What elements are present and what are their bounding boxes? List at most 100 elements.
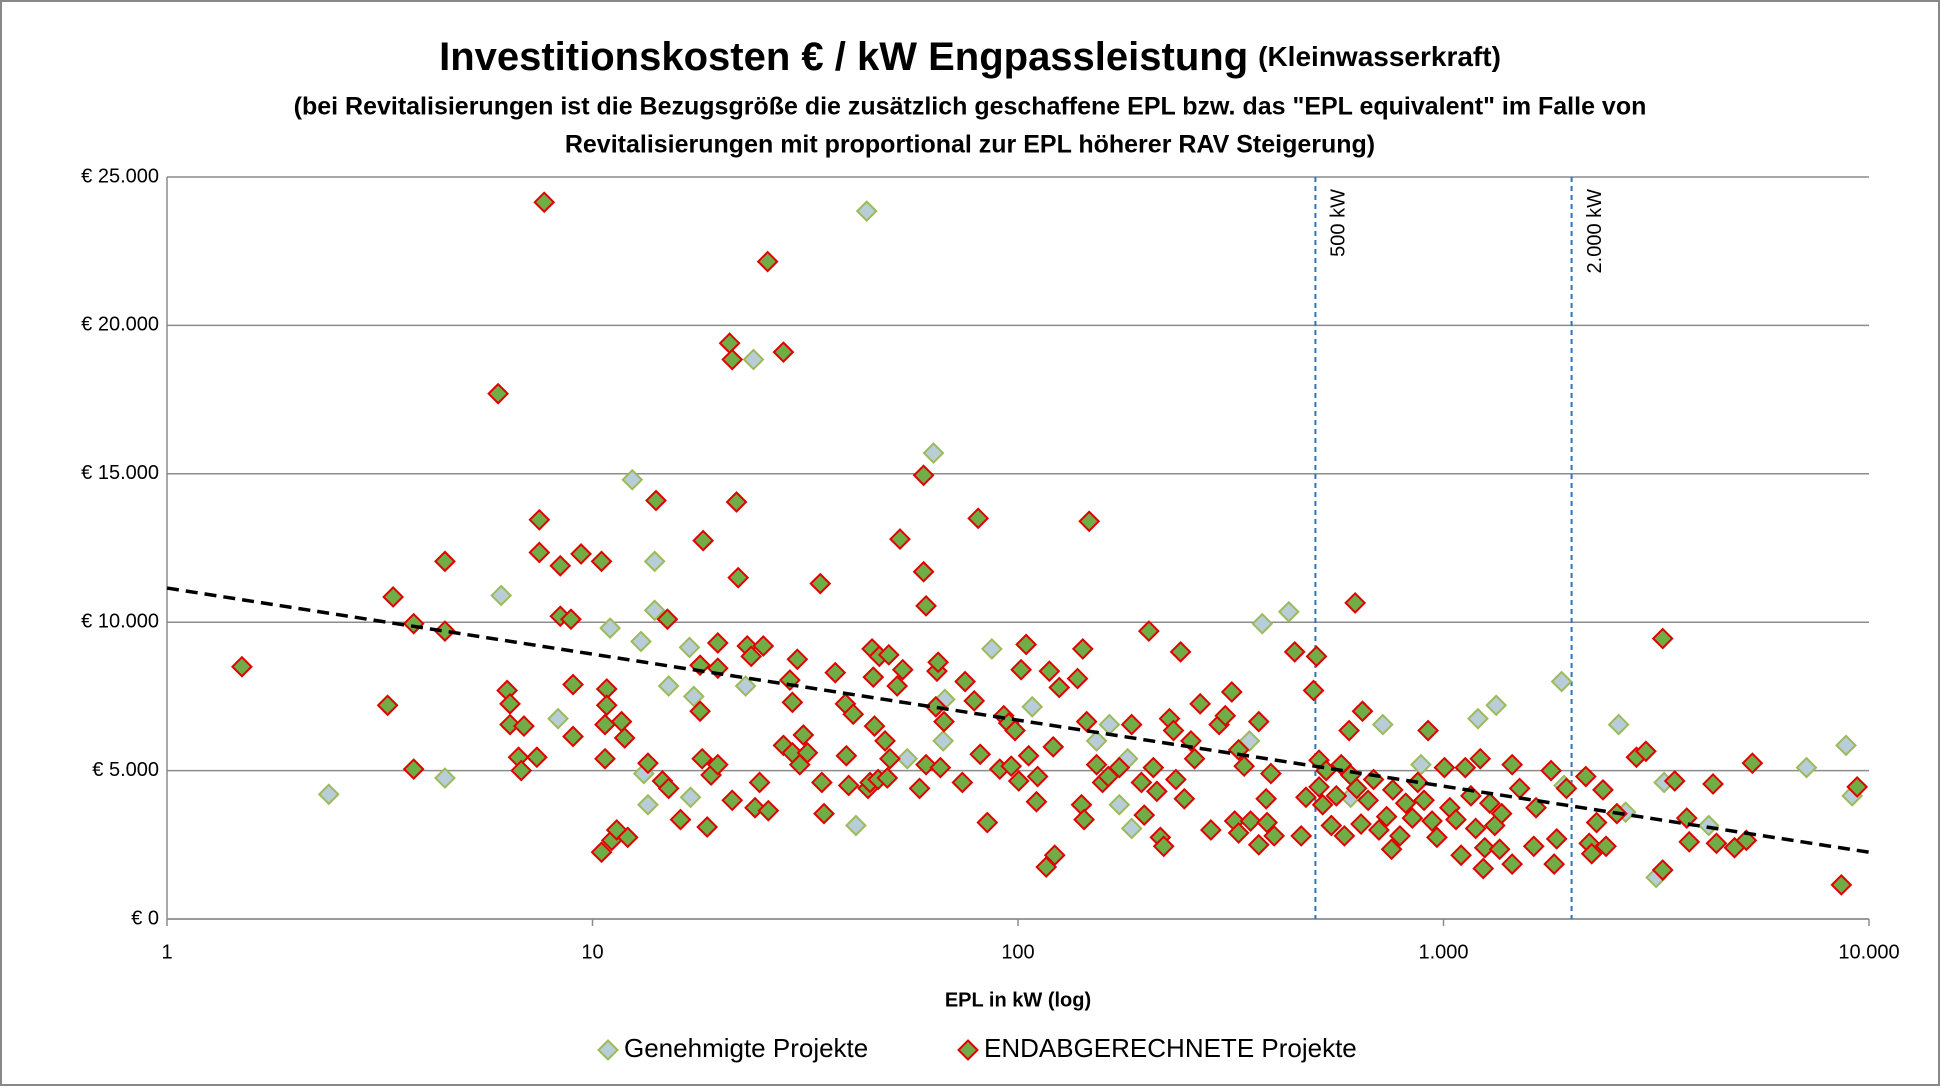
scatter-point — [590, 841, 613, 864]
x-axis-label: EPL in kW (log) — [945, 989, 1091, 1011]
scatter-point — [1073, 808, 1096, 831]
scatter-point — [1472, 857, 1495, 880]
trend-line — [166, 586, 1870, 854]
scatter-point — [637, 752, 659, 775]
scatter-point — [594, 747, 616, 770]
scatter-point — [842, 703, 865, 726]
scatter-point — [1010, 658, 1033, 681]
scatter-point — [929, 756, 952, 779]
reference-label: 2.000 kW — [1584, 189, 1606, 274]
scatter-point — [1545, 827, 1568, 850]
scatter-point — [1410, 753, 1432, 776]
scatter-point — [1389, 824, 1411, 847]
scatter-point — [748, 771, 771, 794]
scatter-point — [1595, 835, 1617, 858]
scatter-point — [1705, 832, 1728, 855]
scatter-point — [813, 802, 835, 825]
scatter-point — [963, 689, 986, 712]
scatter-point — [1227, 822, 1250, 844]
scatter-point — [1380, 838, 1403, 861]
scatter-point — [1295, 786, 1317, 809]
scatter-point — [528, 508, 551, 531]
scatter-point — [756, 250, 779, 273]
scatter-point — [1345, 777, 1368, 800]
scatter-point — [1066, 667, 1089, 690]
scatter-point — [1320, 814, 1343, 837]
scatter-point — [1426, 826, 1448, 849]
scatter-point — [796, 741, 819, 764]
scatter-point — [877, 643, 900, 666]
scatter-point — [1283, 640, 1306, 663]
scatter-point — [837, 774, 860, 797]
scatter-point — [1678, 830, 1701, 853]
scatter-point — [915, 594, 937, 617]
scatter-point — [933, 710, 955, 733]
scatter-point — [547, 707, 569, 730]
scatter-point — [525, 746, 548, 769]
scatter-point — [1381, 778, 1404, 801]
scatter-point — [1702, 773, 1724, 795]
scatter-point — [434, 550, 456, 573]
scatter-point — [1663, 770, 1686, 792]
scatter-point — [1233, 755, 1256, 778]
scatter-point — [740, 645, 763, 668]
scatter-point — [1120, 817, 1143, 840]
scatter-point — [1199, 819, 1222, 841]
scatter-point — [922, 442, 945, 464]
scatter-point — [689, 700, 712, 723]
scatter-point — [727, 566, 750, 589]
scatter-point — [1085, 730, 1108, 752]
legend-marker — [957, 1039, 979, 1061]
scatter-point — [932, 730, 955, 752]
scatter-point — [1421, 810, 1443, 832]
scatter-point — [824, 661, 847, 684]
scatter-point — [1108, 756, 1131, 779]
scatter-point — [924, 695, 947, 718]
scatter-point — [1592, 778, 1614, 801]
scatter-point — [927, 651, 950, 674]
chart-subtitle: (bei Revitalisierungen ist die Bezugsgrö… — [294, 93, 1647, 121]
scatter-point — [969, 743, 992, 766]
scatter-point — [786, 648, 809, 671]
scatter-point — [692, 529, 715, 552]
scatter-point — [1741, 752, 1764, 775]
scatter-point — [967, 507, 990, 530]
scatter-point — [490, 584, 513, 607]
scatter-point — [1417, 719, 1440, 742]
scatter-point — [1026, 765, 1049, 788]
scatter-point — [533, 191, 556, 214]
scatter-point — [1133, 804, 1156, 827]
y-tick-label: € 15.000 — [81, 462, 159, 484]
scatter-point — [682, 685, 705, 708]
scatter-point — [1490, 802, 1513, 825]
scatter-point — [1000, 755, 1023, 778]
reference-label: 500 kW — [1328, 189, 1350, 257]
scatter-point — [1004, 719, 1026, 742]
scatter-point — [752, 635, 775, 657]
scatter-point — [721, 348, 744, 371]
scatter-point — [1085, 753, 1108, 776]
scatter-point — [896, 747, 919, 770]
scatter-point — [499, 713, 521, 736]
scatter-point — [1473, 836, 1496, 859]
scatter-point — [1145, 780, 1168, 803]
legend-marker — [597, 1039, 619, 1061]
scatter-point — [1130, 771, 1153, 794]
scatter-point — [1580, 842, 1603, 865]
scatter-point — [1488, 838, 1511, 861]
scatter-point — [976, 811, 999, 834]
scatter-point — [621, 468, 644, 491]
scatter-point — [1835, 734, 1857, 757]
scatter-point — [1478, 792, 1501, 815]
scatter-point — [562, 725, 584, 748]
scatter-point — [1290, 824, 1313, 847]
x-tick-label: 1.000 — [1418, 941, 1468, 963]
scatter-point — [1522, 835, 1545, 858]
scatter-point — [669, 808, 692, 831]
scatter-point — [317, 783, 340, 806]
scatter-point — [1043, 844, 1066, 867]
scatter-point — [1239, 810, 1262, 832]
scatter-point — [376, 694, 399, 717]
scatter-point — [1259, 762, 1282, 785]
scatter-point — [951, 771, 974, 794]
